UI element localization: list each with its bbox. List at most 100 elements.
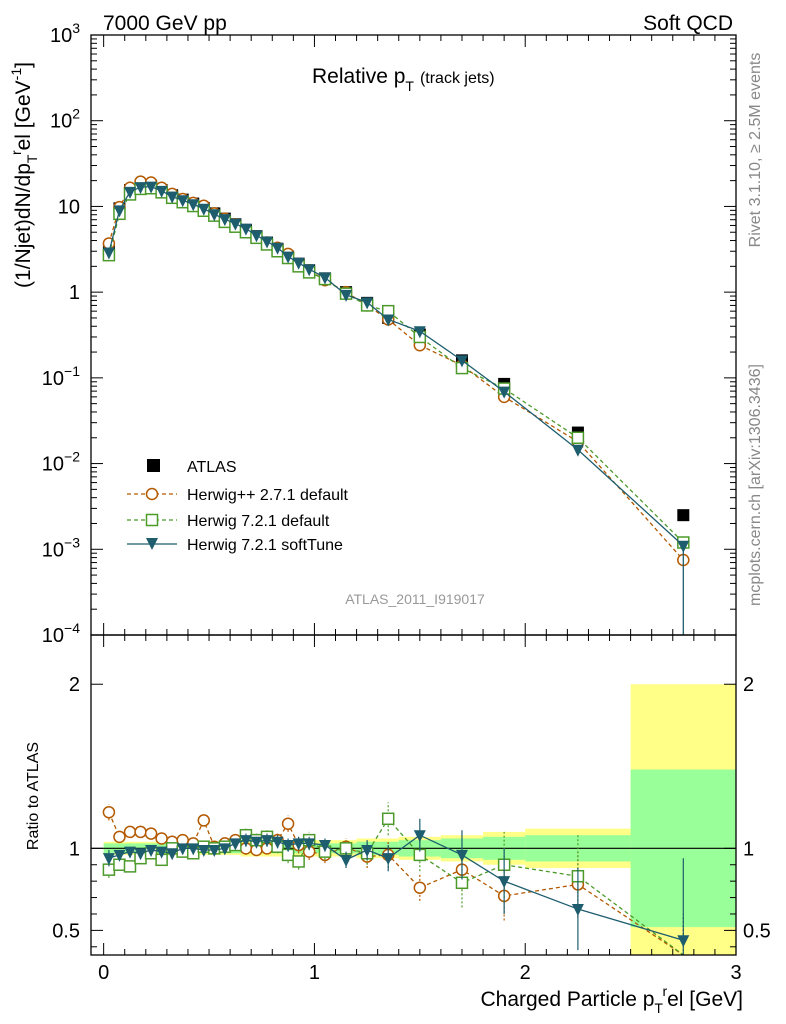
mcplots-label: mcplots.cern.ch [arXiv:1306.3436]	[747, 364, 764, 606]
ratio-point-2	[166, 848, 179, 861]
x-axis-label: Charged Particle pTrel [GeV]	[480, 983, 743, 1016]
series-point-3	[340, 289, 353, 302]
ratio-y-tick-label-left: 0.5	[52, 920, 80, 942]
energy-label: 7000 GeV pp	[103, 12, 227, 35]
ylabel-part-exp: -1	[8, 68, 24, 81]
ratio-point-2	[303, 838, 316, 851]
y-tick-label: 10−2	[42, 449, 80, 476]
series-point-3	[382, 314, 395, 327]
ratio-y-axis-label: Ratio to ATLAS	[25, 742, 42, 850]
series-point-3	[261, 236, 274, 249]
ratio-y-tick-label-left: 1	[69, 838, 80, 860]
series-point-2	[571, 431, 585, 445]
ratio-panel: 0.5 0.5 1 1 2 2 0 1 2 3 Ratio to ATLAS Charged Pa…	[25, 634, 771, 1016]
ratio-point-0	[155, 832, 168, 845]
ratio-point-0	[281, 817, 295, 830]
plot-title-note: (track jets)	[420, 70, 495, 87]
y-tick-label: 10−3	[42, 534, 80, 561]
y-tick-base: 10	[58, 196, 80, 218]
ratio-point-2	[261, 835, 274, 848]
series-3	[102, 181, 690, 553]
y-tick-base: 1	[69, 282, 80, 304]
x-tick-label: 0	[98, 962, 109, 984]
series-point-0	[677, 509, 690, 522]
y-tick-base: 10	[42, 625, 64, 647]
series-point-3	[498, 386, 511, 399]
y-tick-base: 10	[42, 368, 64, 390]
ratio-point-2	[102, 853, 115, 866]
ratio-point-2	[113, 849, 126, 862]
ratio-series-1	[102, 802, 684, 956]
series-point-3	[229, 218, 242, 231]
y-tick-exp: −1	[64, 363, 80, 379]
x-tick-label: 1	[309, 962, 320, 984]
legend-label-herwig7-default: Herwig 7.2.1 default	[187, 513, 330, 530]
series-point-3	[282, 251, 295, 264]
series-point-3	[271, 242, 284, 255]
ratio-point-2	[123, 846, 136, 859]
ylabel-part-a: (1/Njet)dN/dp	[12, 163, 35, 288]
plot-title: Relative pT (track jets)	[312, 65, 495, 94]
ratio-point-2	[292, 838, 305, 851]
ratio-point-0	[134, 825, 147, 839]
series-point-3	[166, 191, 179, 204]
ratio-point-2	[229, 838, 242, 851]
plot-title-sub: T	[405, 78, 414, 94]
y-tick-exp: −3	[64, 534, 80, 550]
series-point-3	[197, 203, 210, 216]
ratio-point-0	[144, 827, 158, 840]
series-point-3	[102, 247, 115, 260]
y-tick-exp: 2	[72, 106, 80, 122]
legend-marker-herwig7-default	[145, 513, 159, 527]
ratio-y-tick-label-right: 0.5	[743, 920, 771, 942]
legend-marker-herwig7-softtune	[146, 538, 158, 550]
ratio-point-2	[218, 843, 231, 856]
legend-label-atlas: ATLAS	[187, 459, 237, 476]
ratio-point-2	[197, 844, 210, 857]
ratio-frame	[90, 634, 737, 956]
y-tick-base: 10	[42, 454, 64, 476]
y-tick-exp: −4	[64, 620, 80, 636]
ratio-point-2	[134, 848, 147, 861]
y-tick-base: 10	[42, 539, 64, 561]
legend: ATLAS Herwig++ 2.7.1 default Herwig 7.2.…	[127, 459, 349, 554]
ratio-series-2	[102, 818, 690, 955]
ylabel-part-sup: r	[8, 150, 24, 155]
legend-label-herwig7-softtune: Herwig 7.2.1 softTune	[187, 537, 343, 554]
y-tick-base: 10	[50, 111, 72, 133]
y-tick-label: 10−4	[42, 620, 80, 647]
ylabel-part-sub: T	[24, 154, 40, 163]
series-point-3	[455, 355, 468, 368]
y-tick-exp: −2	[64, 449, 80, 465]
ratio-point-2	[239, 835, 252, 848]
ratio-point-2	[340, 854, 353, 867]
y-tick-label: 10	[58, 196, 80, 218]
ratio-point-0	[413, 881, 427, 894]
ratio-y-tick-label-right: 2	[743, 674, 754, 696]
ratio-point-2	[571, 904, 584, 917]
ratio-point-2	[677, 935, 690, 948]
ratio-point-2	[455, 849, 468, 862]
ratio-y-tick-label-right: 1	[743, 838, 754, 860]
legend-marker-herwigpp	[145, 487, 159, 501]
series-point-3	[145, 181, 158, 194]
y-tick-base: 10	[50, 25, 72, 47]
analysis-id-label: ATLAS_2011_I919017	[345, 591, 485, 607]
series-point-3	[318, 272, 331, 285]
ratio-series-0	[102, 804, 684, 956]
ratio-point-2	[361, 844, 374, 857]
ratio-point-0	[123, 825, 137, 839]
series-point-3	[123, 186, 136, 199]
ratio-point-2	[187, 843, 200, 856]
x-tick-label: 3	[730, 962, 741, 984]
series-point-3	[292, 257, 305, 270]
ratio-point-2	[250, 836, 263, 849]
y-tick-label: 1	[69, 282, 80, 304]
series-point-3	[113, 205, 126, 218]
legend-label-herwigpp: Herwig++ 2.7.1 default	[187, 487, 349, 504]
plot-title-main: Relative p	[312, 65, 405, 88]
series-point-3	[250, 230, 263, 243]
